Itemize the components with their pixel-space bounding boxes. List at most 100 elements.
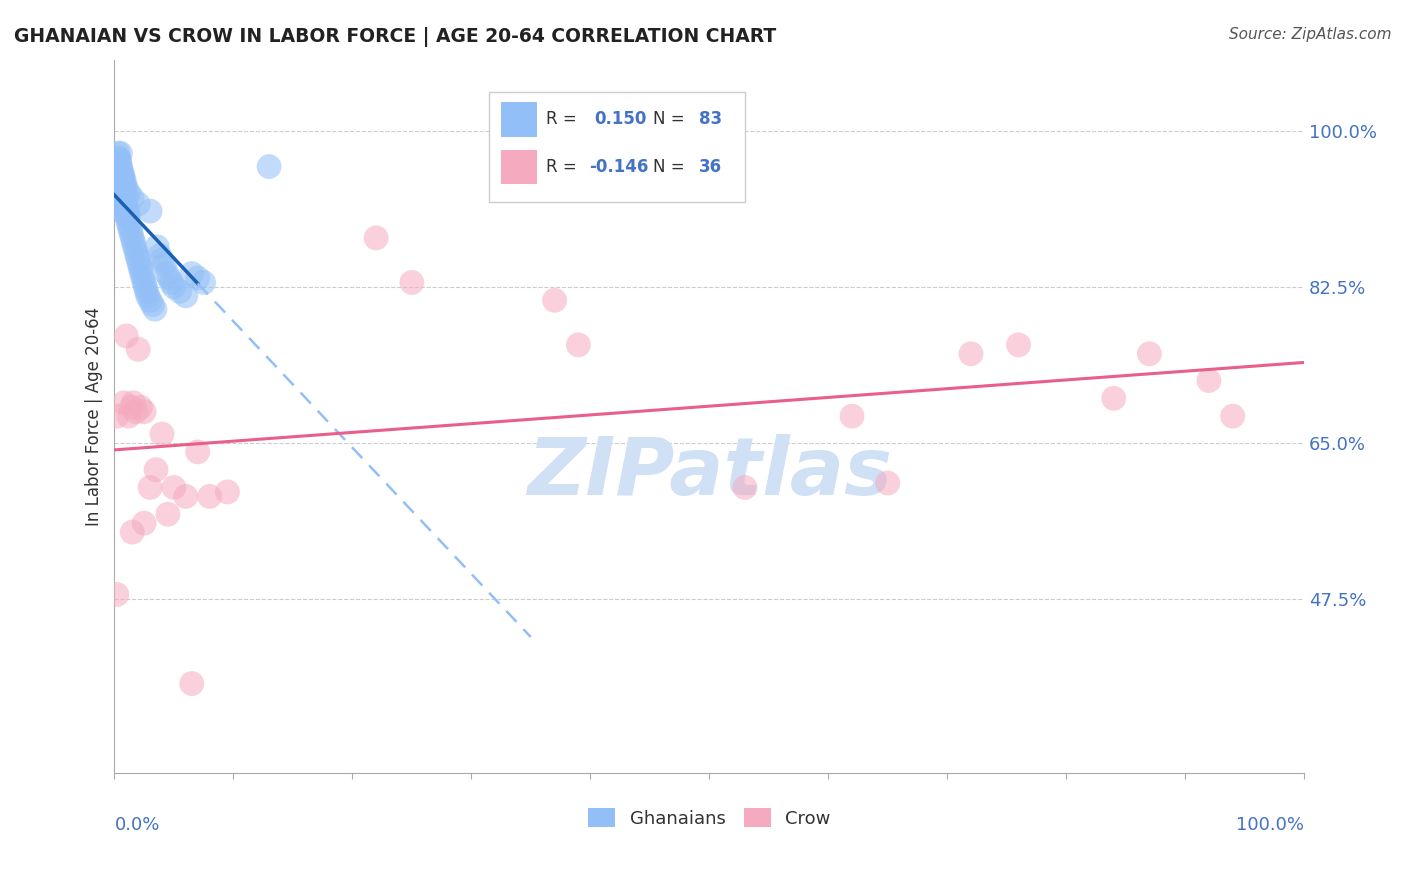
Point <box>115 329 138 343</box>
Point <box>125 244 148 259</box>
Point <box>110 170 132 185</box>
Point <box>105 164 128 178</box>
Point <box>127 253 149 268</box>
Point <box>125 249 148 263</box>
Point <box>110 167 132 181</box>
Point <box>114 178 136 192</box>
Point <box>115 200 138 214</box>
Point <box>129 401 152 415</box>
Point <box>107 160 129 174</box>
Point <box>139 481 162 495</box>
Point <box>105 587 128 601</box>
Point <box>153 258 176 272</box>
Text: N =: N = <box>654 110 690 128</box>
Point <box>960 347 983 361</box>
Text: -0.146: -0.146 <box>589 158 648 176</box>
Point <box>107 151 129 165</box>
Point <box>145 463 167 477</box>
Text: 100.0%: 100.0% <box>1236 815 1305 833</box>
Point <box>163 481 186 495</box>
Point <box>174 490 197 504</box>
Point <box>257 160 280 174</box>
Point <box>187 271 209 285</box>
Point <box>111 197 134 211</box>
Text: 83: 83 <box>699 110 721 128</box>
Point <box>120 401 142 415</box>
Point <box>401 276 423 290</box>
Point <box>150 427 173 442</box>
Point <box>146 240 169 254</box>
Point <box>1198 374 1220 388</box>
Point <box>876 476 898 491</box>
Point <box>115 182 138 196</box>
Point <box>127 343 149 357</box>
Point <box>108 155 131 169</box>
Point <box>131 267 153 281</box>
Point <box>841 409 863 424</box>
Point <box>118 186 141 201</box>
Point <box>180 676 202 690</box>
Point <box>1102 392 1125 406</box>
Point <box>110 185 132 199</box>
Point <box>114 197 136 211</box>
Point <box>114 188 136 202</box>
Text: GHANAIAN VS CROW IN LABOR FORCE | AGE 20-64 CORRELATION CHART: GHANAIAN VS CROW IN LABOR FORCE | AGE 20… <box>14 27 776 46</box>
Point <box>136 289 159 303</box>
Point <box>157 271 180 285</box>
Point <box>128 258 150 272</box>
Y-axis label: In Labor Force | Age 20-64: In Labor Force | Age 20-64 <box>86 307 103 525</box>
Point <box>115 191 138 205</box>
Point <box>134 405 156 419</box>
Point <box>107 178 129 192</box>
Point <box>124 240 146 254</box>
Point <box>105 155 128 169</box>
Point <box>112 396 135 410</box>
Point <box>108 153 131 167</box>
Text: R =: R = <box>547 110 582 128</box>
Point <box>156 507 179 521</box>
FancyBboxPatch shape <box>489 92 745 202</box>
Point <box>105 161 128 176</box>
Point <box>135 285 157 299</box>
Point <box>111 170 134 185</box>
Point <box>108 182 131 196</box>
Point <box>1139 347 1161 361</box>
Point <box>150 253 173 268</box>
Point <box>110 146 132 161</box>
Text: R =: R = <box>547 158 582 176</box>
Point <box>132 271 155 285</box>
Text: N =: N = <box>654 158 690 176</box>
Text: 36: 36 <box>699 158 721 176</box>
Point <box>107 169 129 183</box>
Point <box>156 267 179 281</box>
Point <box>111 179 134 194</box>
Point <box>125 405 148 419</box>
Text: ZIPatlas: ZIPatlas <box>527 434 891 512</box>
Point <box>163 280 186 294</box>
Point <box>193 276 215 290</box>
FancyBboxPatch shape <box>501 103 537 136</box>
Point <box>129 262 152 277</box>
Point <box>134 280 156 294</box>
Point <box>198 490 221 504</box>
Point <box>114 206 136 220</box>
Point <box>122 396 145 410</box>
Point <box>543 293 565 308</box>
Point <box>134 516 156 530</box>
Point <box>567 338 589 352</box>
Point <box>110 176 132 190</box>
Point <box>110 158 132 172</box>
Point <box>118 409 141 424</box>
Point <box>1007 338 1029 352</box>
Point <box>120 227 142 241</box>
Point <box>143 302 166 317</box>
Point <box>115 209 138 223</box>
Point <box>111 169 134 183</box>
Point <box>127 197 149 211</box>
Point <box>134 276 156 290</box>
Point <box>108 173 131 187</box>
Point <box>110 164 132 178</box>
Point <box>121 191 143 205</box>
Point <box>118 222 141 236</box>
FancyBboxPatch shape <box>501 150 537 185</box>
